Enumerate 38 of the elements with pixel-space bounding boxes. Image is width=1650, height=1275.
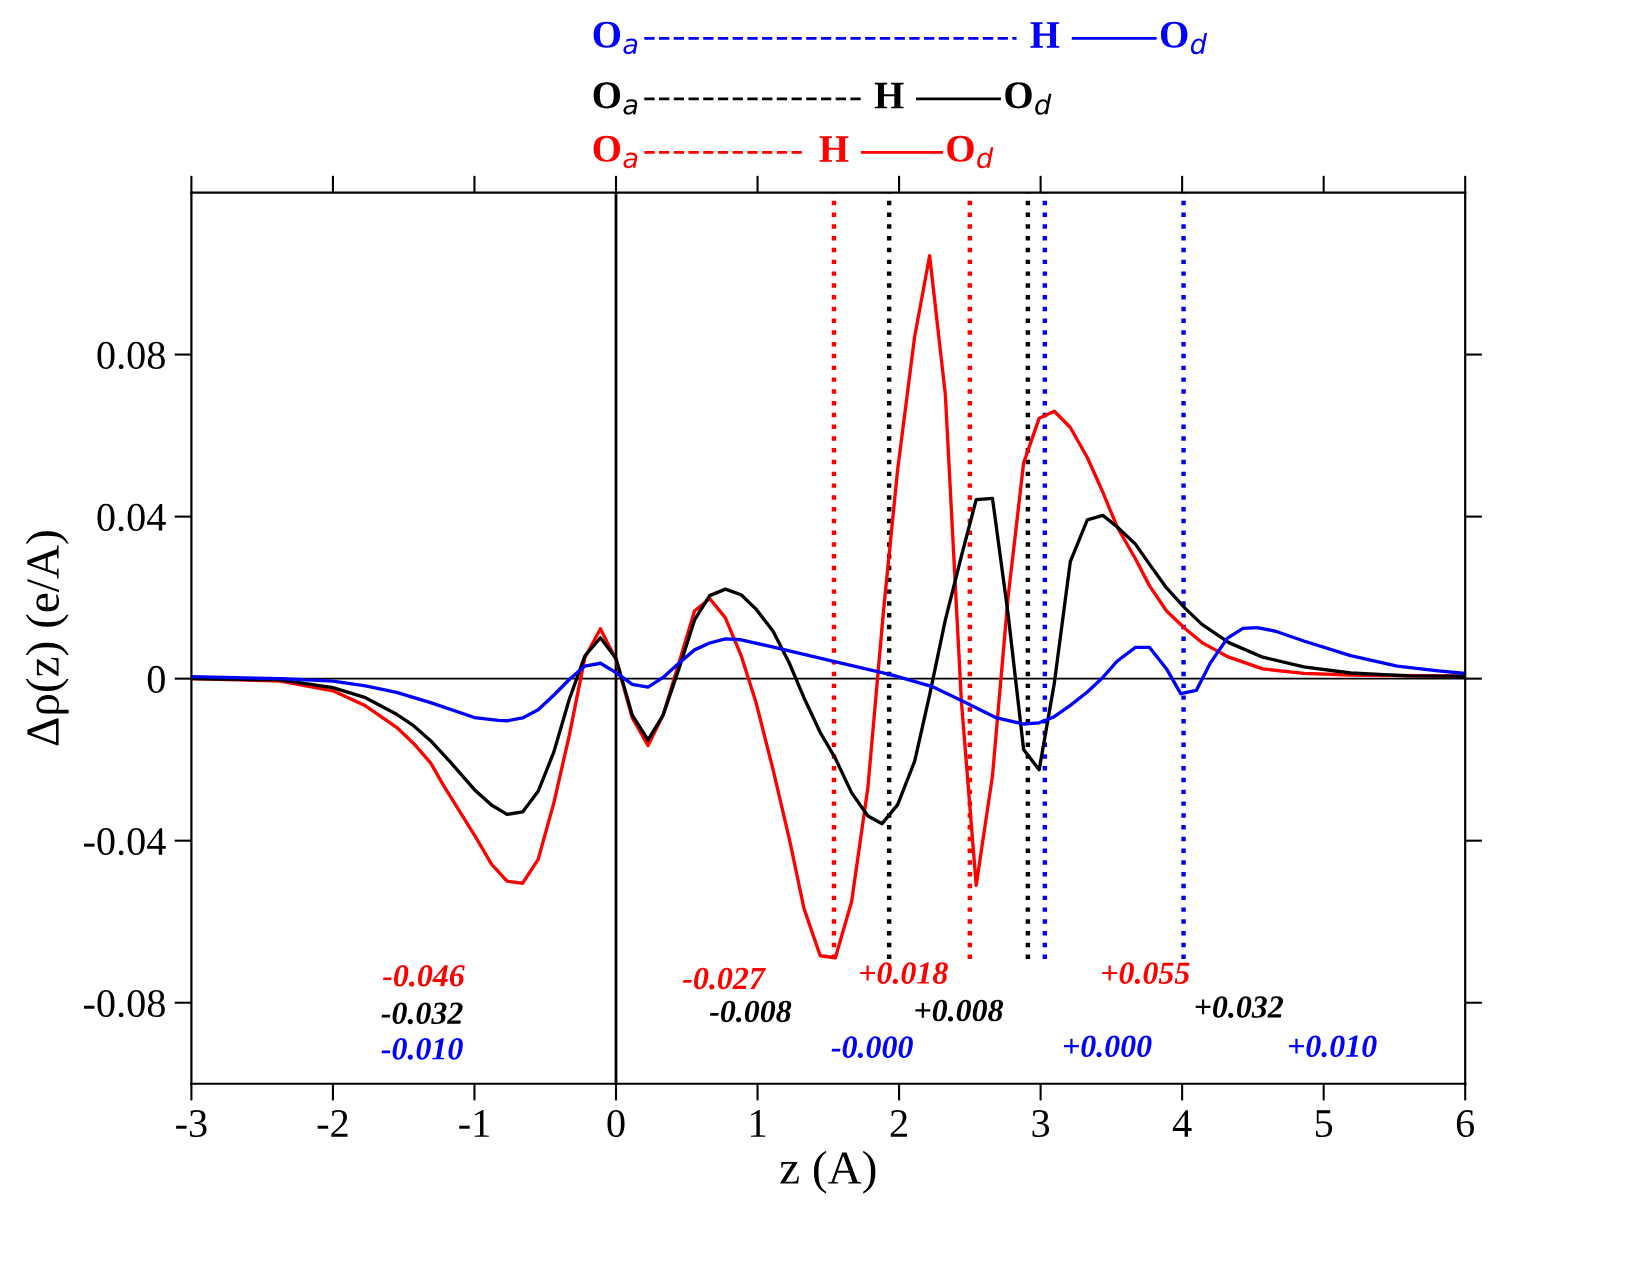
text: O$_{a}$ [593,82,638,115]
y-tick-label: -0.08 [84,989,165,1018]
x-tick-label: 4 [1172,1110,1192,1137]
text: O$_{d}$ [1160,21,1208,55]
annotation: +0.055 [1102,962,1190,985]
text: O$_{a}$ [593,21,638,55]
annotation: -0.027 [682,967,766,990]
annotation: -0.008 [709,1000,792,1023]
text: O$_{a}$ [593,135,638,169]
annotation: +0.032 [1195,996,1284,1018]
annotation: -0.010 [381,1038,463,1060]
x-tick-label: 3 [1032,1110,1050,1138]
x-tick-label: -2 [317,1110,348,1137]
y-tick-label: -0.04 [84,827,166,856]
annotation: +0.008 [915,999,1004,1022]
y-axis-title: Δρ(z) (e/A) [25,531,69,746]
text: H [819,136,849,162]
x-tick-label: 5 [1315,1110,1333,1138]
y-tick-label: 0.08 [97,341,165,370]
annotation: -0.032 [381,1002,463,1025]
x-tick-label: 2 [890,1110,907,1137]
annotation: +0.010 [1289,1035,1377,1058]
x-tick-label: 1 [751,1110,766,1137]
annotation: +0.000 [1064,1035,1152,1058]
annotation: +0.018 [860,962,948,985]
text: O$_{d}$ [1005,82,1052,115]
x-tick-label: 0 [607,1109,625,1138]
x-axis-title: z (A) [780,1150,876,1194]
text: O$_{d}$ [947,135,994,169]
annotation: -0.000 [831,1036,913,1059]
text: H [874,82,904,109]
annotation: -0.046 [382,965,465,987]
x-tick-label: -3 [176,1110,207,1138]
x-tick-label: -1 [459,1110,489,1137]
y-tick-label: 0 [147,665,165,694]
x-tick-label: 6 [1456,1110,1475,1138]
y-tick-label: 0.04 [97,503,166,532]
text: H [1030,22,1060,48]
